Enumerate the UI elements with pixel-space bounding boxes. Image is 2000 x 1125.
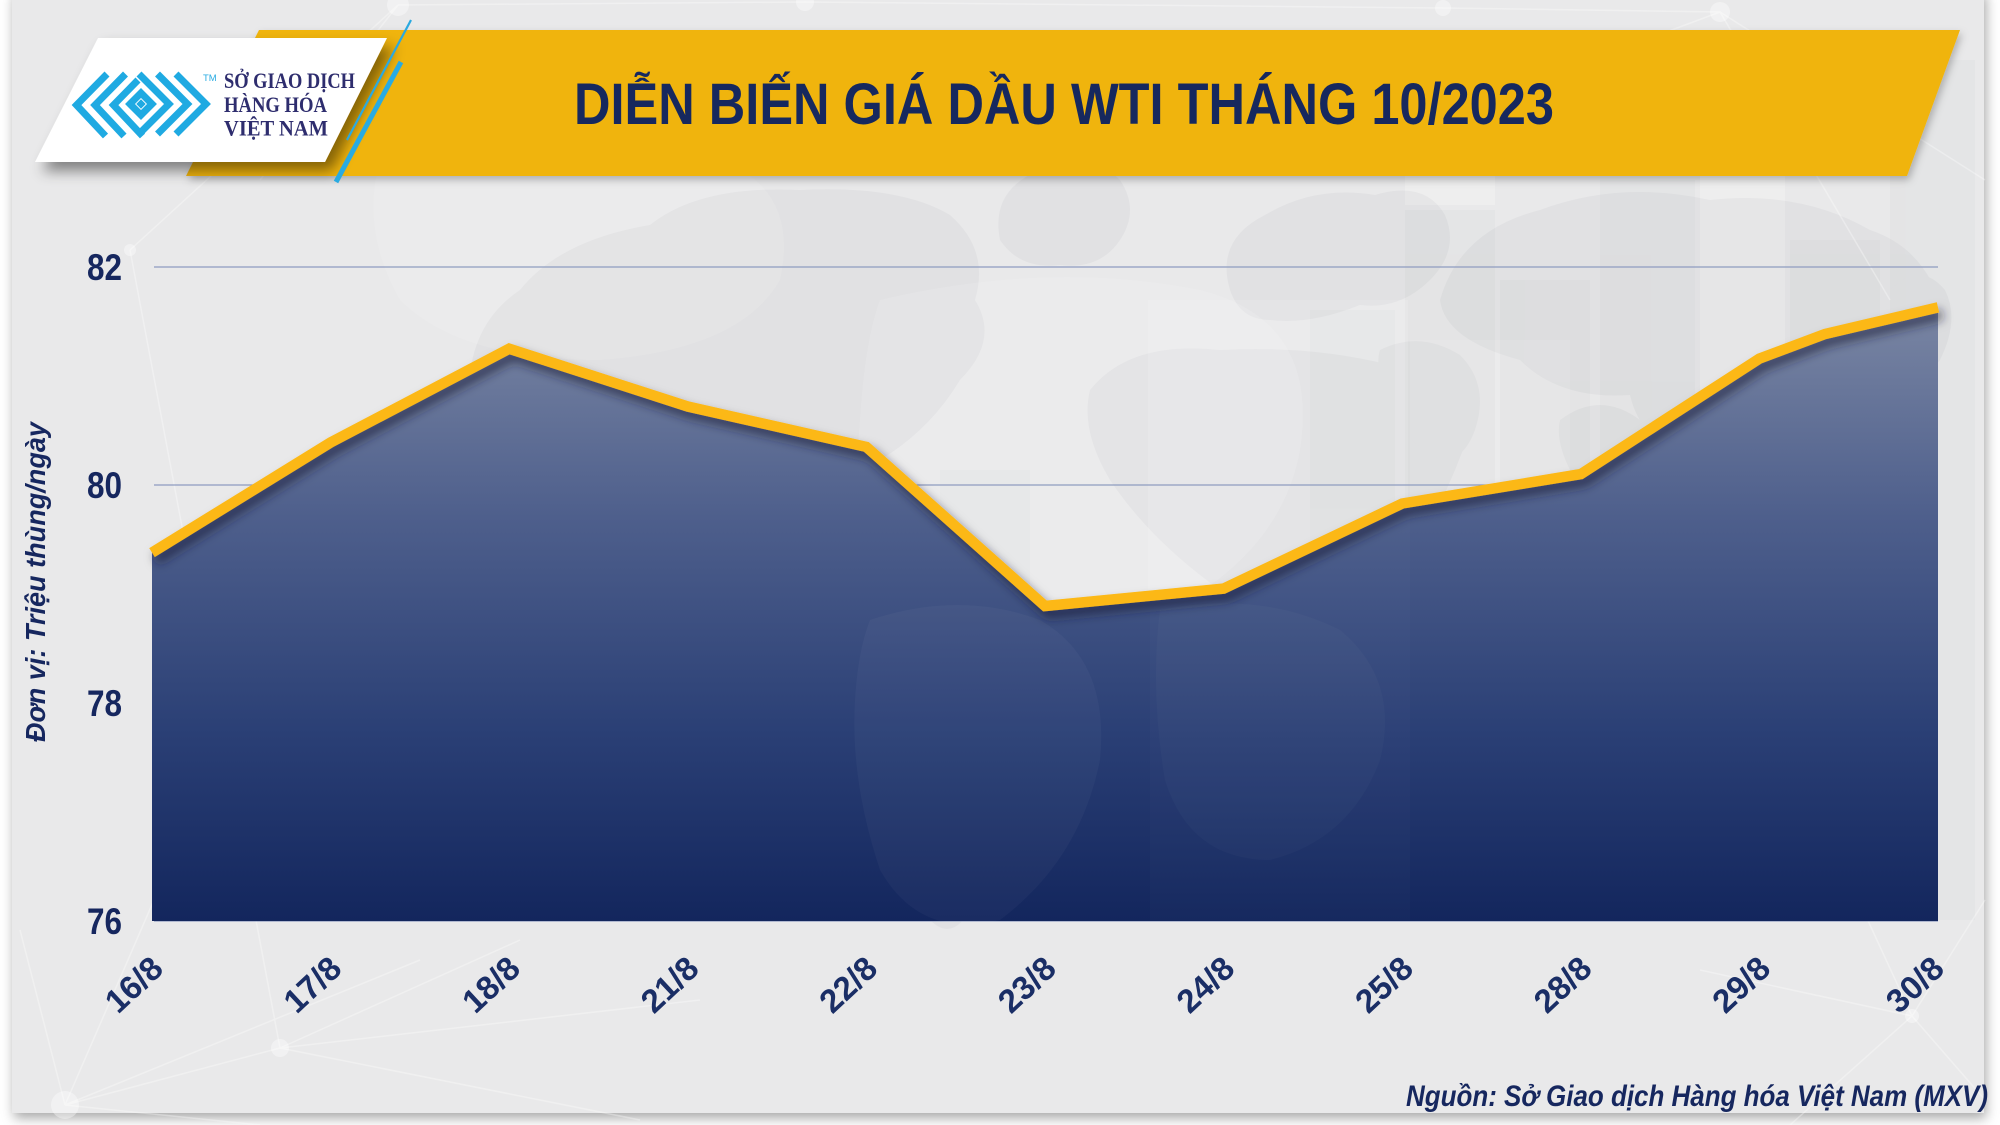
svg-text:DIỄN BIẾN GIÁ DẦU WTI THÁNG 10: DIỄN BIẾN GIÁ DẦU WTI THÁNG 10/2023 <box>574 72 1554 137</box>
svg-text:76: 76 <box>87 901 122 942</box>
svg-text:Đơn vị: Triệu thùng/ngày: Đơn vị: Triệu thùng/ngày <box>20 421 51 742</box>
svg-text:82: 82 <box>87 247 122 288</box>
svg-text:78: 78 <box>87 683 122 724</box>
svg-text:Nguồn: Sở Giao dịch Hàng hóa V: Nguồn: Sở Giao dịch Hàng hóa Việt Nam (M… <box>1406 1080 1988 1113</box>
svg-text:SỞ GIAO DỊCH: SỞ GIAO DỊCH <box>224 68 355 93</box>
svg-text:HÀNG HÓA: HÀNG HÓA <box>224 92 327 117</box>
svg-text:VIỆT NAM: VIỆT NAM <box>224 116 328 141</box>
svg-text:TM: TM <box>203 73 217 84</box>
svg-text:80: 80 <box>87 465 122 506</box>
